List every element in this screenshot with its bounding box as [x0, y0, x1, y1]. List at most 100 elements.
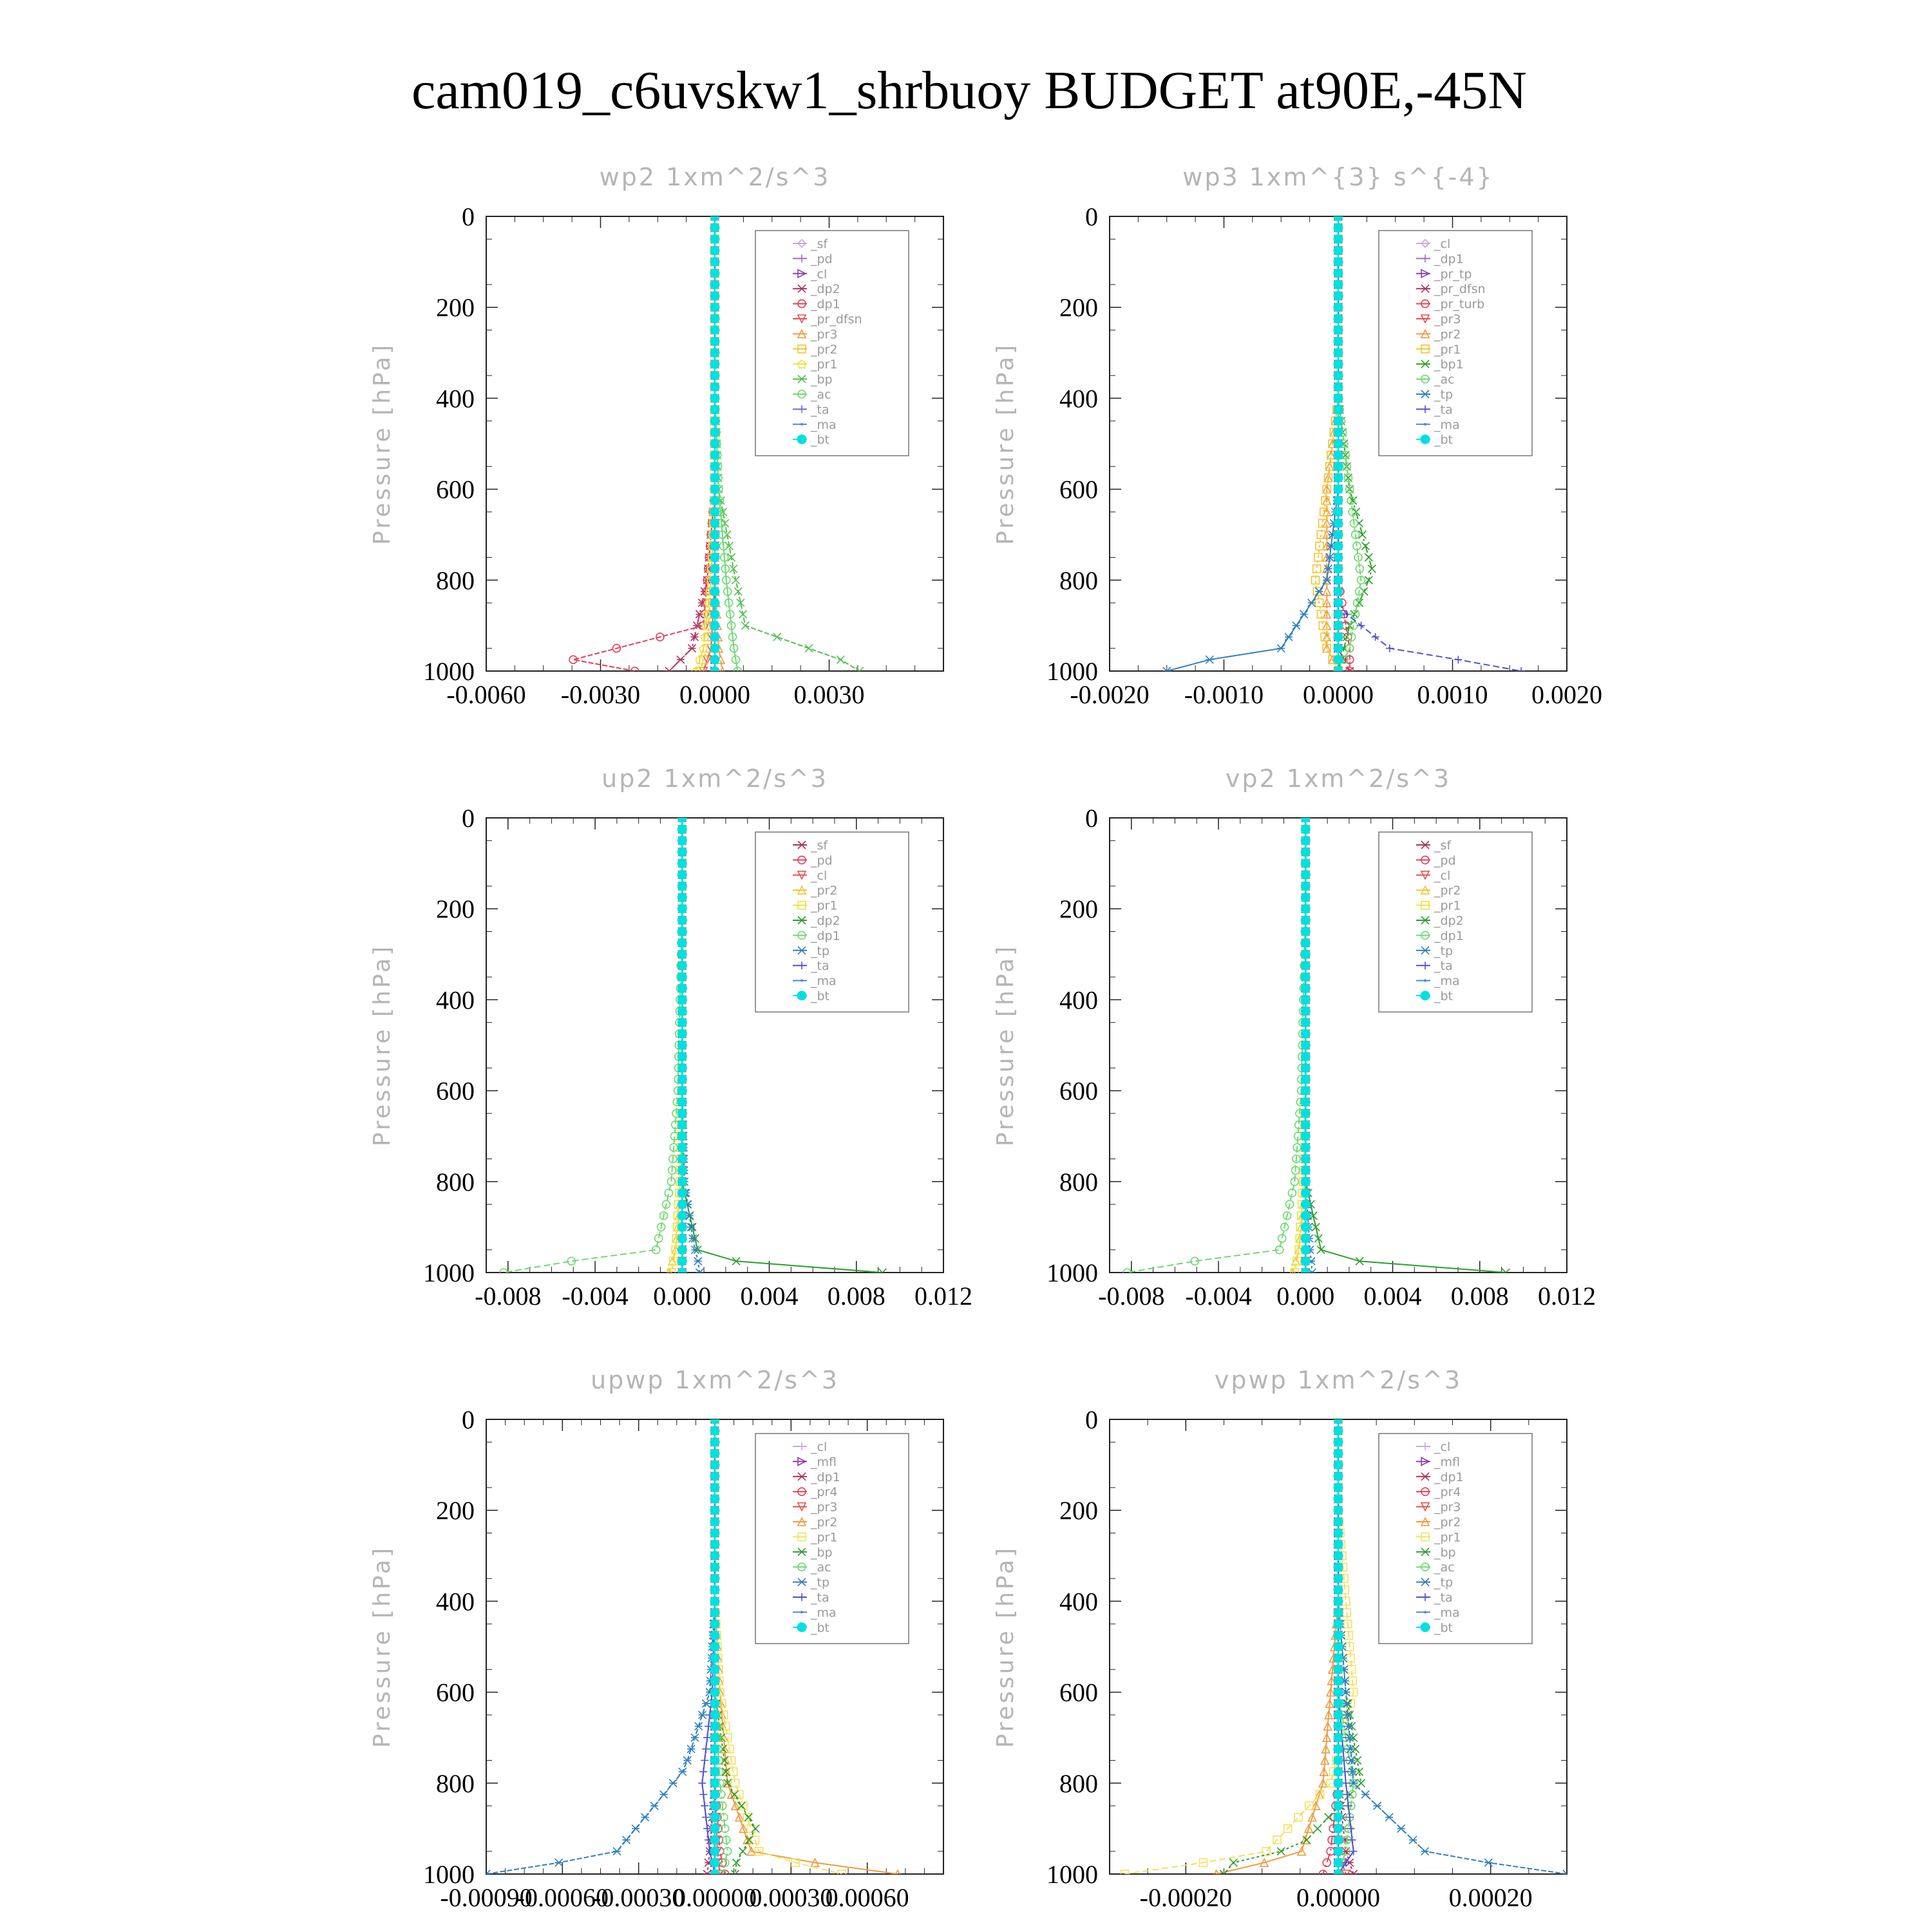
- data-point: [1333, 1676, 1343, 1686]
- data-point: [1333, 450, 1343, 460]
- panel-title: vp2 1xm^2/s^3: [1226, 764, 1451, 793]
- data-point: [720, 1870, 730, 1874]
- data-point: [690, 1733, 699, 1742]
- y-tick-label: 200: [436, 895, 475, 923]
- data-point: [1316, 609, 1326, 619]
- data-point: [1300, 1006, 1311, 1016]
- data-point: [1357, 621, 1365, 630]
- data-point: [677, 1040, 687, 1050]
- data-point: [720, 1858, 730, 1868]
- data-point: [1367, 564, 1376, 573]
- data-point: [1300, 1211, 1311, 1221]
- data-point: [730, 1801, 741, 1810]
- data-point: [1333, 1653, 1343, 1663]
- data-point: [1333, 1801, 1343, 1811]
- data-point: [710, 257, 720, 267]
- data-point: [659, 1211, 668, 1220]
- legend-entry: _bp1: [1434, 357, 1464, 372]
- data-point: [1294, 1812, 1303, 1822]
- data-point: [710, 1721, 720, 1732]
- data-point: [1333, 348, 1343, 358]
- legend-marker: [797, 1622, 807, 1633]
- legend-entry: _pr2: [1434, 884, 1461, 898]
- data-point: [1349, 1779, 1358, 1788]
- data-point: [1273, 1835, 1282, 1844]
- data-point: [710, 1494, 720, 1504]
- data-point: [1283, 1824, 1293, 1833]
- data-point: [1320, 507, 1329, 516]
- data-point: [1284, 632, 1293, 641]
- legend-marker: [1424, 1611, 1426, 1614]
- data-point: [612, 1847, 621, 1856]
- data-point: [1321, 496, 1330, 506]
- data-point: [656, 1222, 666, 1232]
- data-point: [1333, 1835, 1343, 1845]
- data-point: [710, 393, 720, 403]
- data-point: [1323, 473, 1333, 482]
- data-point: [1397, 1824, 1406, 1833]
- data-point: [1333, 257, 1343, 267]
- data-point: [878, 1268, 887, 1273]
- data-point: [730, 1790, 739, 1799]
- data-point: [710, 1482, 720, 1493]
- data-point: [736, 598, 745, 607]
- legend-entry: _dp1: [810, 929, 840, 943]
- data-point: [677, 983, 687, 994]
- x-tick-label: -0.0030: [561, 680, 640, 709]
- data-point: [567, 1256, 576, 1266]
- y-tick-label: 1000: [1046, 1258, 1098, 1287]
- y-tick-label: 200: [436, 1496, 475, 1525]
- data-point: [721, 1835, 731, 1844]
- data-point: [703, 1734, 712, 1742]
- data-point: [1323, 1710, 1334, 1719]
- legend-entry: _pr1: [810, 1530, 837, 1544]
- data-point: [1307, 598, 1316, 607]
- data-point: [694, 1721, 703, 1731]
- data-point: [1333, 336, 1343, 346]
- data-point: [1333, 586, 1343, 596]
- data-point: [731, 576, 741, 585]
- x-tick-label: 0.0030: [794, 680, 865, 709]
- data-point: [677, 858, 687, 869]
- legend-entry: _ac: [1434, 373, 1455, 387]
- y-axis-label: Pressure [hPa]: [992, 1546, 1019, 1748]
- data-point: [710, 1528, 720, 1538]
- legend: _cl_dp1_pr_tp_pr_dfsn _pr_turb_pr3_pr2 _pr…: [1378, 230, 1533, 457]
- legend-marker: [1421, 1593, 1429, 1601]
- data-point: [695, 655, 705, 665]
- data-point: [710, 1448, 720, 1459]
- data-point: [728, 632, 737, 641]
- data-point: [710, 1778, 720, 1788]
- data-point: [1300, 858, 1311, 869]
- data-point: [710, 1698, 720, 1709]
- data-point: [1312, 564, 1321, 573]
- data-point: [1300, 1063, 1311, 1073]
- legend-entry: _ta: [810, 1591, 829, 1605]
- data-point: [1321, 1732, 1332, 1742]
- data-point: [1350, 530, 1360, 540]
- legend-entry: _bt: [810, 1621, 829, 1635]
- legend-marker: [1420, 990, 1430, 1001]
- legend-entry: _sf: [810, 237, 828, 251]
- data-point: [1345, 643, 1354, 653]
- y-tick-label: 0: [1085, 202, 1098, 231]
- legend: _cl_mfl_dp1_pr4_pr3_pr2_pr1_bp_ac_tp_ta_…: [1378, 1433, 1533, 1644]
- data-point: [710, 314, 720, 324]
- legend-marker: [797, 314, 807, 324]
- x-tick-label: -0.00020: [1140, 1883, 1232, 1912]
- data-point: [710, 1505, 720, 1515]
- legend-entry: _pr2: [810, 343, 837, 357]
- data-point: [1333, 598, 1343, 608]
- legend-marker: [1421, 269, 1430, 279]
- data-point: [1361, 1790, 1370, 1799]
- data-point: [1348, 1767, 1357, 1776]
- legend-box: [1378, 831, 1533, 1013]
- x-tick-label: 0.012: [914, 1282, 972, 1311]
- data-point: [710, 495, 720, 506]
- data-point: [1333, 1426, 1343, 1436]
- data-point: [554, 1858, 564, 1867]
- data-point: [746, 1846, 756, 1856]
- data-point: [739, 1823, 748, 1833]
- data-point: [1300, 1120, 1311, 1130]
- legend: _sf_pd _cl_pr2_pr1_dp2_dp1_tp_ta_ma_bt: [755, 831, 909, 1013]
